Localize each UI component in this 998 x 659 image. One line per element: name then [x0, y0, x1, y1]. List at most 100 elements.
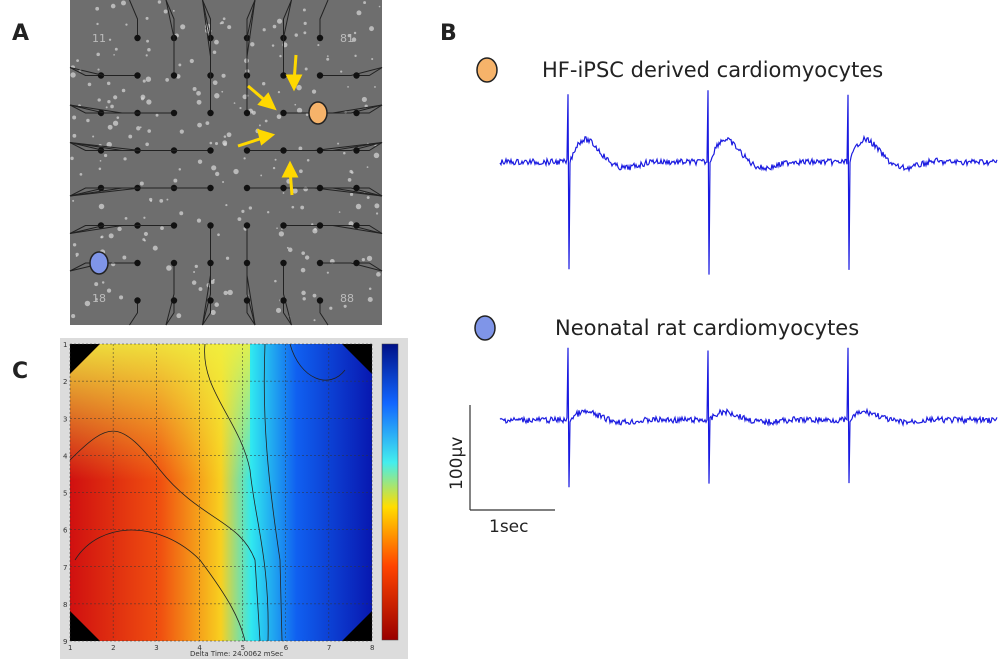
y-tick-label: 2 — [63, 378, 67, 386]
x-tick-label: 6 — [284, 644, 289, 652]
cell-speck — [108, 233, 114, 239]
cell-speck — [84, 300, 91, 307]
cell-speck — [294, 33, 298, 37]
cell-speck — [271, 44, 275, 47]
electrode — [207, 259, 214, 267]
scale-voltage: 100μv — [447, 437, 467, 490]
cell-speck — [211, 165, 217, 171]
trace — [499, 347, 998, 488]
cell-speck — [128, 134, 133, 139]
cell-speck — [146, 99, 152, 105]
cell-speck — [225, 256, 230, 260]
electrode-lead — [283, 0, 292, 38]
electrode-lead — [319, 300, 329, 326]
x-tick-label: 1 — [68, 644, 72, 652]
cell-speck — [152, 245, 158, 251]
cell-speck — [278, 231, 285, 237]
cell-speck — [306, 158, 310, 162]
cell-speck — [172, 9, 175, 12]
cell-speck — [112, 120, 119, 126]
electrode-lead — [165, 300, 175, 326]
map-caption: Delta Time: 24.0062 mSec — [190, 650, 283, 658]
cell-speck — [214, 93, 220, 99]
blue-marker — [89, 251, 109, 275]
cell-speck — [343, 151, 346, 155]
electrode-lead — [129, 300, 138, 326]
cell-speck — [276, 227, 278, 229]
cell-speck — [376, 272, 381, 277]
cell-speck — [258, 124, 261, 127]
cell-speck — [106, 81, 111, 86]
cell-speck — [302, 8, 306, 12]
electrode — [97, 109, 105, 117]
electrode — [207, 109, 214, 117]
cell-speck — [338, 211, 341, 213]
cell-speck — [192, 86, 197, 91]
electrode-lead — [246, 0, 256, 113]
electrode-lead — [246, 300, 256, 326]
electrode-lead — [356, 142, 383, 151]
cell-speck — [194, 264, 198, 268]
x-tick-label: 2 — [111, 644, 115, 652]
cell-speck — [212, 278, 215, 281]
cell-speck — [197, 159, 203, 164]
electrode — [170, 109, 178, 117]
cell-speck — [72, 243, 77, 247]
electrode-lead — [202, 300, 211, 326]
cell-speck — [356, 10, 362, 16]
electrode-label: 11 — [92, 32, 106, 45]
cell-speck — [197, 122, 202, 128]
electrode-lead — [320, 187, 383, 197]
electrode — [316, 147, 324, 154]
cell-speck — [241, 209, 245, 213]
x-tick-label: 4 — [197, 644, 202, 652]
cell-speck — [113, 54, 115, 56]
electrode-lead — [69, 104, 174, 114]
y-tick-label: 8 — [63, 601, 67, 609]
cell-speck — [106, 288, 112, 293]
electrode — [280, 72, 287, 79]
cell-speck — [75, 255, 78, 257]
cell-speck — [281, 228, 283, 230]
cell-speck — [294, 103, 297, 106]
cell-speck — [142, 238, 146, 241]
y-tick-label: 4 — [63, 452, 68, 460]
panel-label: A — [12, 21, 29, 46]
cell-speck — [122, 255, 127, 260]
arrows — [237, 54, 303, 196]
cell-speck — [266, 211, 270, 214]
cell-speck — [375, 212, 379, 215]
cell-speck — [100, 235, 104, 239]
cell-speck — [223, 135, 227, 138]
cell-speck — [140, 97, 145, 101]
cell-speck — [305, 113, 309, 117]
electrode — [316, 34, 324, 42]
cell-speck — [225, 203, 228, 207]
cell-speck — [349, 192, 354, 196]
cell-speck — [292, 188, 298, 194]
cell-speck — [296, 107, 303, 114]
electrode-lead — [283, 263, 292, 326]
cell-speck — [272, 166, 276, 170]
cell-speck — [146, 39, 150, 43]
cell-speck — [303, 186, 308, 192]
cell-speck — [272, 24, 277, 29]
cell-speck — [347, 34, 351, 38]
cell-speck — [312, 228, 318, 234]
electrode — [134, 34, 141, 42]
electrode — [170, 222, 178, 229]
cell-speck — [239, 106, 242, 110]
blue-legend-marker — [474, 315, 496, 341]
cell-speck — [70, 156, 74, 161]
cell-speck — [143, 216, 146, 219]
cell-speck — [191, 280, 197, 285]
cell-speck — [219, 22, 222, 25]
cell-speck — [95, 6, 100, 11]
cell-speck — [145, 16, 149, 20]
cell-speck — [103, 153, 108, 158]
electrode — [97, 184, 105, 192]
electrode — [97, 72, 105, 79]
cell-speck — [124, 216, 128, 220]
cell-speck — [367, 296, 373, 303]
